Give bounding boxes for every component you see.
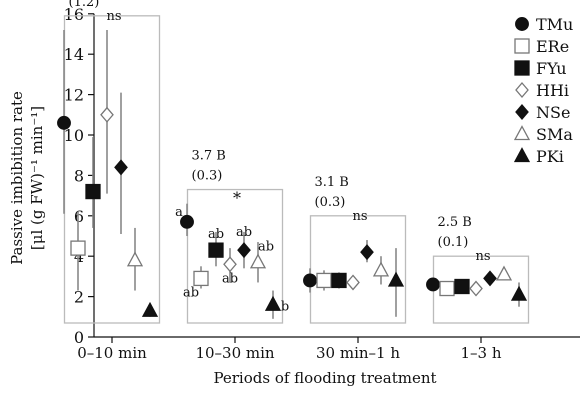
significance-letter: ab [222,271,238,286]
point-pki [141,301,159,317]
group-se-label: (0.3) [192,169,223,184]
legend-label: TMu [536,15,573,34]
point-fyu [208,242,224,258]
point-ere [439,280,455,297]
y-tick-label: 4 [74,247,84,266]
point-tmu [426,277,440,292]
legend-label: PKi [536,147,564,166]
y-tick-label: 8 [74,166,84,185]
legend-label: ERe [536,37,569,56]
legend: TMu ERe FYu HHi NSe SMa PKi [513,15,573,166]
y-tick-label: 10 [64,126,84,145]
group-se-label: (0.1) [438,235,469,250]
group-significance-label: ns [475,249,490,264]
group-boxes [63,15,530,324]
point-hhi [346,274,360,291]
group-box [309,215,407,324]
point-fyu [331,272,347,289]
point-pki [264,295,282,311]
point-sma [126,251,144,267]
legend-label: HHi [536,81,569,100]
legend-marker-ere [514,38,530,54]
x-axis-label: Periods of flooding treatment [213,369,436,387]
y-tick-label: 0 [74,328,84,347]
y-tick-label: 14 [64,45,84,64]
x-tick-label: 30 min–1 h [316,344,400,362]
legend-marker-nse [515,104,529,120]
point-nse [483,270,497,287]
point-hhi [469,280,483,297]
x-tick-label: 10–30 min [195,344,274,362]
y-axis-label-line2: [μl (g FW)⁻¹ min⁻¹] [28,106,46,250]
y-axis-label-line1: Passive imbibition rate [8,91,26,265]
point-sma [249,253,267,269]
legend-marker-hhi [515,82,529,98]
point-ere [316,272,332,289]
point-hhi [100,106,114,123]
group-significance-label: * [233,189,241,208]
point-hhi [223,256,237,273]
legend-marker-tmu [515,17,529,31]
x-axis: 0–10 min 10–30 min 30 min–1 h 1–3 h [77,336,580,362]
point-nse [114,159,128,176]
legend-marker-pki [513,147,531,163]
point-pki [510,285,528,301]
group-se-label: (1.2) [69,0,100,10]
point-nse [237,242,251,259]
legend-marker-fyu [514,60,530,76]
y-tick-label: 16 [64,5,84,24]
point-fyu [85,183,101,200]
x-tick-label: 1–3 h [460,344,501,362]
group-se-label: (0.3) [315,195,346,210]
point-tmu [303,273,317,288]
legend-marker-sma [513,125,531,141]
group-mean-label: 2.5 B [438,215,472,230]
y-axis: 0 2 4 6 8 10 12 14 16 [64,5,95,347]
legend-label: NSe [536,103,570,122]
data-markers [57,106,528,317]
x-tick-label: 0–10 min [77,344,147,362]
legend-label: SMa [536,125,573,144]
y-tick-label: 2 [74,288,84,307]
point-nse [360,244,374,261]
error-bars [63,29,520,319]
group-box [186,188,284,324]
point-sma [495,265,513,281]
y-tick-label: 12 [64,86,84,105]
group-significance-label: ns [106,9,121,24]
point-fyu [454,278,470,295]
point-ere [193,270,209,287]
point-tmu [180,214,194,229]
significance-letter: b [281,300,289,315]
significance-letter: ab [208,227,224,242]
point-ere [70,240,86,256]
group-mean-label: 3.7 B [192,149,226,164]
significance-letter: ab [183,285,199,300]
group-significance-label: ns [352,209,367,224]
significance-letter: a [175,205,183,220]
point-pki [387,271,405,287]
legend-label: FYu [536,59,567,78]
y-tick-label: 6 [74,207,84,226]
significance-letter: ab [258,239,274,254]
significance-letter: ab [236,225,252,240]
point-tmu [57,115,71,130]
group-mean-label: 3.1 B [315,175,349,190]
point-sma [372,261,390,277]
annotations: 6.7 A(1.2)ns3.7 B(0.3)*3.1 B(0.3)ns2.5 B… [69,0,491,315]
